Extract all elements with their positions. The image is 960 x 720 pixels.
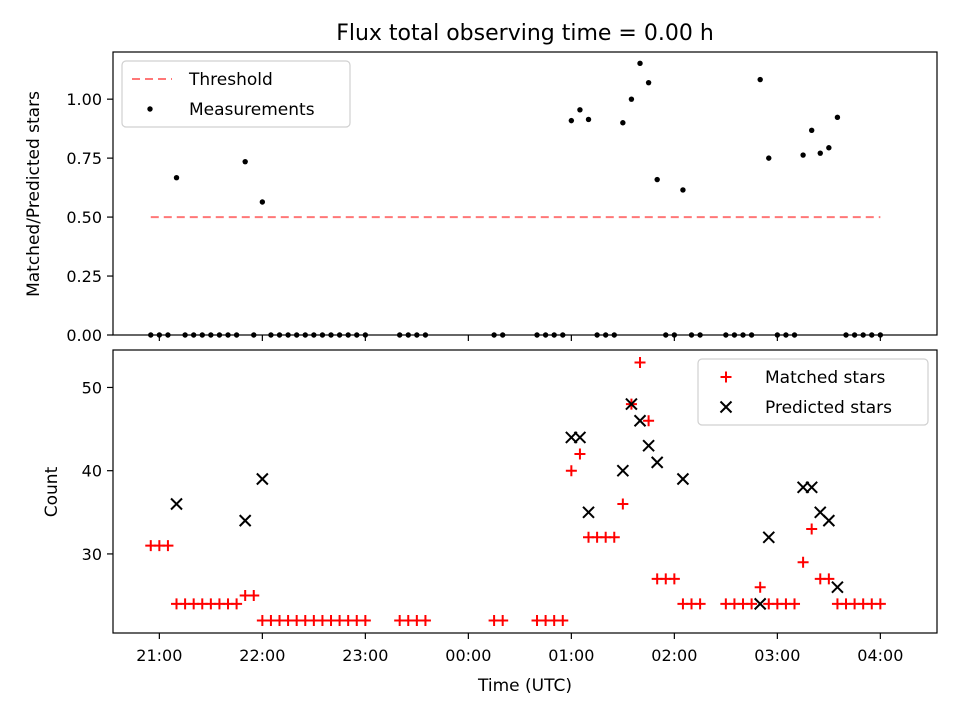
matched-star-point xyxy=(557,615,569,627)
measurement-point xyxy=(628,96,635,102)
predicted-star-point xyxy=(676,472,690,486)
legend-box xyxy=(121,60,351,128)
measurement-point xyxy=(242,158,248,165)
measurement-point xyxy=(800,152,806,158)
predicted-star-point xyxy=(582,506,595,519)
measurement-point xyxy=(808,127,815,133)
matched-star-point xyxy=(754,581,766,593)
y-tick-label: 0.25 xyxy=(66,267,102,286)
x-axis-label: Time (UTC) xyxy=(477,676,572,696)
matched-star-point xyxy=(694,598,706,610)
measurement-point xyxy=(826,145,832,151)
matched-star-point xyxy=(617,498,629,510)
axes-frame xyxy=(112,349,938,634)
y-tick-label: 0.75 xyxy=(66,149,102,168)
x-tick-label: 03:00 xyxy=(754,646,800,665)
matched-star-point xyxy=(565,465,577,477)
y-tick-label: 30 xyxy=(82,545,102,564)
legend-label: Threshold xyxy=(188,70,273,90)
measurement-point xyxy=(834,114,841,121)
x-tick-label: 00:00 xyxy=(445,646,491,665)
measurement-point xyxy=(645,79,652,86)
predicted-star-point xyxy=(170,497,183,511)
y-tick-label: 50 xyxy=(82,378,102,397)
legend-box xyxy=(697,358,929,426)
matched-star-point xyxy=(789,598,801,610)
measurement-point xyxy=(654,176,660,183)
matched-star-point xyxy=(497,615,509,627)
series-0 xyxy=(145,356,886,627)
axes-frame xyxy=(112,51,938,336)
y-tick-label: 1.00 xyxy=(66,90,102,109)
predicted-star-point xyxy=(616,464,630,477)
matched-star-point xyxy=(668,573,680,585)
matched-star-point xyxy=(608,531,620,543)
x-tick-label: 22:00 xyxy=(239,646,285,665)
matched-star-point xyxy=(643,415,655,427)
legend-matched-swatch xyxy=(720,371,732,383)
predicted-star-point xyxy=(238,514,252,527)
legend-predicted-swatch xyxy=(719,400,733,414)
predicted-star-point xyxy=(831,581,844,594)
predicted-star-point xyxy=(642,439,655,452)
y-tick-label: 40 xyxy=(82,462,102,481)
bottom-plot-area: 21:00 22:00 23:00 00:00 01:00 02:00 03:00 04:00… xyxy=(82,349,938,665)
measurement-point xyxy=(173,174,180,181)
matched-star-point xyxy=(162,540,174,552)
x-tick-label: 21:00 xyxy=(136,646,182,665)
matched-star-point xyxy=(874,598,886,610)
predicted-star-point xyxy=(573,431,587,444)
legend-label: Matched stars xyxy=(765,368,885,388)
predicted-star-point xyxy=(256,472,269,486)
measurement-point xyxy=(817,150,823,156)
measurement-point xyxy=(577,107,583,113)
measurement-point xyxy=(585,116,592,123)
predicted-star-point xyxy=(650,456,664,469)
predicted-star-point xyxy=(762,531,775,544)
matched-star-point xyxy=(823,573,835,585)
matched-star-point xyxy=(574,448,586,460)
x-tick-label: 01:00 xyxy=(548,646,594,665)
legend-measurement-swatch xyxy=(147,106,153,112)
top-chart-title: Flux total observing time = 0.00 h xyxy=(336,21,714,46)
predicted-star-point xyxy=(805,481,818,494)
y-tick-label: 0.00 xyxy=(66,326,102,345)
y-tick-label: 0.50 xyxy=(66,208,102,227)
matched-star-point xyxy=(231,598,243,610)
predicted-star-point xyxy=(753,597,767,611)
legend-label: Measurements xyxy=(189,100,315,120)
measurement-point xyxy=(568,117,575,124)
measurement-point xyxy=(757,76,763,83)
measurement-point xyxy=(766,155,772,161)
top-plot-area: 0.00 0.25 0.50 0.75 1.00 Threshold Measurement… xyxy=(66,51,938,345)
top-y-axis-label: Matched/Predicted stars xyxy=(24,91,44,297)
matched-star-point xyxy=(419,615,431,627)
matched-star-point xyxy=(806,523,818,535)
x-tick-label: 04:00 xyxy=(857,646,903,665)
x-tick-label: 02:00 xyxy=(651,646,697,665)
measurement-point xyxy=(680,187,686,193)
matched-star-point xyxy=(634,356,646,368)
legend: Threshold Measurements xyxy=(121,60,351,128)
measurement-point xyxy=(259,199,266,205)
predicted-star-point xyxy=(625,397,638,411)
legend-label: Predicted stars xyxy=(765,398,892,418)
predicted-star-point xyxy=(822,514,836,527)
measurement-point xyxy=(637,60,643,67)
matched-star-point xyxy=(248,590,260,602)
matched-star-point xyxy=(797,556,809,568)
legend: Matched stars Predicted stars xyxy=(697,358,929,426)
series-1 xyxy=(170,397,844,611)
matched-star-point xyxy=(359,615,371,627)
bottom-y-axis-label: Count xyxy=(42,466,62,517)
predicted-star-point xyxy=(633,414,647,427)
x-tick-label: 23:00 xyxy=(342,646,388,665)
matched-star-point xyxy=(746,598,758,610)
measurement-point xyxy=(620,120,626,126)
